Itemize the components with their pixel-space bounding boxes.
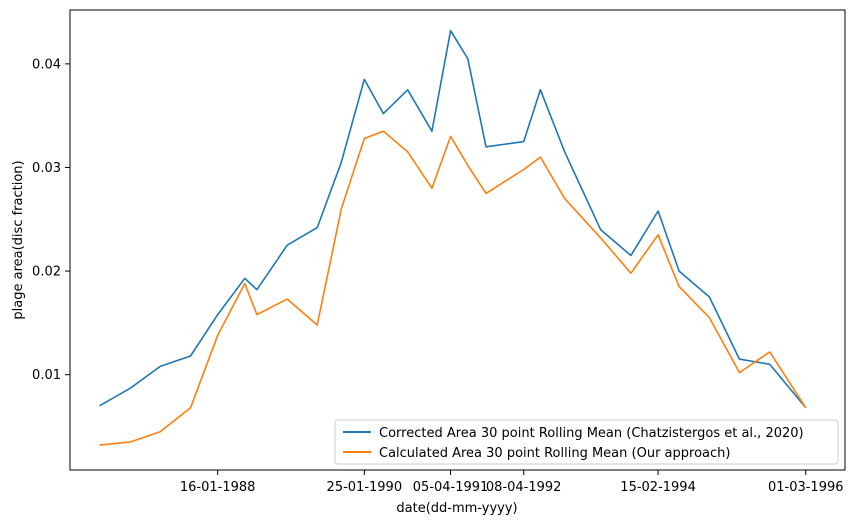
x-tick-label-1: 25-01-1990 bbox=[327, 480, 403, 495]
legend-box bbox=[334, 419, 839, 465]
legend-entry-corrected: Corrected Area 30 point Rolling Mean (Ch… bbox=[379, 426, 804, 441]
y-tick-label-2: 0.03 bbox=[32, 161, 61, 176]
y-tick-label-0: 0.01 bbox=[32, 368, 61, 383]
series-line-1 bbox=[99, 130, 807, 446]
y-axis: 0.01 0.02 0.03 0.04 bbox=[32, 57, 70, 383]
y-tick-label-3: 0.04 bbox=[32, 57, 61, 72]
x-tick-label-3: 08-04-1992 bbox=[486, 480, 562, 495]
legend: Corrected Area 30 point Rolling Mean (Ch… bbox=[334, 419, 839, 465]
y-axis-label: plage area(disc fraction) bbox=[11, 160, 26, 319]
x-tick-label-5: 01-03-1996 bbox=[768, 480, 844, 495]
x-tick-label-0: 16-01-1988 bbox=[180, 480, 256, 495]
x-tick-label-2: 05-04-1991 bbox=[413, 480, 489, 495]
x-axis-label: date(dd-mm-yyyy) bbox=[396, 501, 517, 516]
series-layer bbox=[99, 29, 807, 446]
plot-area bbox=[69, 9, 846, 471]
x-axis: 16-01-1988 25-01-1990 05-04-199108-04-1992… bbox=[180, 470, 844, 495]
y-tick-label-1: 0.02 bbox=[32, 265, 61, 280]
series-line-0 bbox=[99, 29, 807, 409]
legend-entry-calculated: Calculated Area 30 point Rolling Mean (O… bbox=[379, 446, 730, 461]
x-tick-label-4: 15-02-1994 bbox=[620, 480, 696, 495]
